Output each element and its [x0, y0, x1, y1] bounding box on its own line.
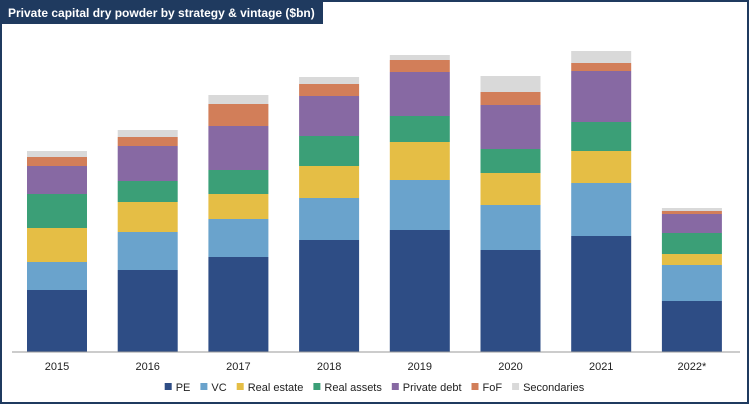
bar-2021-vc	[571, 183, 632, 236]
legend: PE VC Real estate Real assets Private debt Fo…	[164, 382, 585, 394]
legend-label-vc: VC	[211, 382, 226, 394]
bar-2015-private-debt	[27, 166, 87, 194]
bar-2016-pe	[117, 270, 178, 352]
bar-2017-fof	[208, 104, 269, 126]
legend-swatch-fof	[471, 383, 479, 390]
bar-2021-secondaries	[571, 51, 632, 63]
legend-label-fof: FoF	[483, 382, 503, 394]
bar-2020-private-debt	[480, 105, 541, 149]
x-tick-label: 2020	[498, 361, 522, 373]
bars-layer	[27, 51, 722, 352]
bar-2019-real-assets	[389, 116, 450, 142]
bar-2017-secondaries	[208, 95, 269, 104]
x-tick-label: 2019	[408, 361, 432, 373]
bar-2018-pe	[299, 240, 360, 352]
bar-2021-real-estate	[571, 151, 632, 183]
legend-label-real-assets: Real assets	[324, 382, 382, 394]
bar-2018-fof	[299, 84, 360, 96]
bar-2019-real-estate	[389, 142, 450, 180]
x-tick-label: 2022*	[678, 361, 707, 373]
bar-2020-pe	[480, 250, 541, 352]
x-tick-label: 2016	[135, 361, 159, 373]
legend-label-real-estate: Real estate	[248, 382, 304, 394]
bar-2019-private-debt	[389, 72, 450, 116]
bar-2016-real-estate	[117, 202, 178, 232]
legend-swatch-vc	[200, 383, 208, 390]
x-tick-labels: 2015 2016 2017 2018 2019 2020 2021 2022*	[45, 361, 707, 373]
legend-label-secondaries: Secondaries	[523, 382, 585, 394]
x-tick-label: 2015	[45, 361, 69, 373]
bar-2017-real-assets	[208, 170, 269, 194]
bar-2015-vc	[27, 262, 87, 290]
bar-2018-secondaries	[299, 77, 360, 84]
bar-2022-secondaries	[661, 208, 722, 211]
legend-swatch-pe	[164, 383, 172, 390]
bar-2017-real-estate	[208, 194, 269, 219]
bar-2022-real-estate	[661, 254, 722, 265]
legend-label-pe: PE	[176, 382, 191, 394]
bar-2016-secondaries	[117, 130, 178, 137]
bar-2021-real-assets	[571, 122, 632, 151]
legend-label-private-debt: Private debt	[403, 382, 462, 394]
bar-2018-real-assets	[299, 136, 360, 166]
bar-2022-vc	[661, 265, 722, 301]
bar-2019-fof	[389, 60, 450, 72]
x-tick-label: 2018	[317, 361, 341, 373]
legend-swatch-secondaries	[512, 383, 520, 390]
bar-2015-real-estate	[27, 228, 87, 262]
bar-2020-secondaries	[480, 76, 541, 92]
bar-2020-fof	[480, 92, 541, 105]
bar-2015-secondaries	[27, 151, 87, 157]
bar-2015-pe	[27, 290, 87, 352]
bar-2020-real-assets	[480, 149, 541, 173]
legend-swatch-real-estate	[236, 383, 244, 390]
bar-2016-real-assets	[117, 181, 178, 202]
bar-2017-private-debt	[208, 126, 269, 170]
bar-2016-vc	[117, 232, 178, 270]
bar-2019-secondaries	[389, 55, 450, 60]
chart-title: Private capital dry powder by strategy &…	[2, 2, 323, 24]
bar-2020-real-estate	[480, 173, 541, 205]
bar-2015-real-assets	[27, 194, 87, 228]
bar-2017-vc	[208, 219, 269, 257]
bar-2019-vc	[389, 180, 450, 230]
legend-swatch-real-assets	[313, 383, 321, 390]
bar-2021-pe	[571, 236, 632, 352]
bar-2018-vc	[299, 198, 360, 240]
bar-2022-real-assets	[661, 233, 722, 254]
x-tick-label: 2017	[226, 361, 250, 373]
bar-2018-private-debt	[299, 96, 360, 136]
legend-swatch-private-debt	[391, 383, 399, 390]
bar-2015-fof	[27, 157, 87, 166]
bar-2022-pe	[661, 301, 722, 352]
bar-2017-pe	[208, 257, 269, 352]
x-tick-label: 2021	[589, 361, 613, 373]
bar-2016-fof	[117, 137, 178, 146]
bar-2018-real-estate	[299, 166, 360, 198]
bar-2021-private-debt	[571, 71, 632, 122]
bar-2022-private-debt	[661, 214, 722, 233]
bar-2019-pe	[389, 230, 450, 352]
bar-2016-private-debt	[117, 146, 178, 181]
bar-2022-fof	[661, 211, 722, 214]
bar-2021-fof	[571, 63, 632, 71]
bar-2020-vc	[480, 205, 541, 250]
